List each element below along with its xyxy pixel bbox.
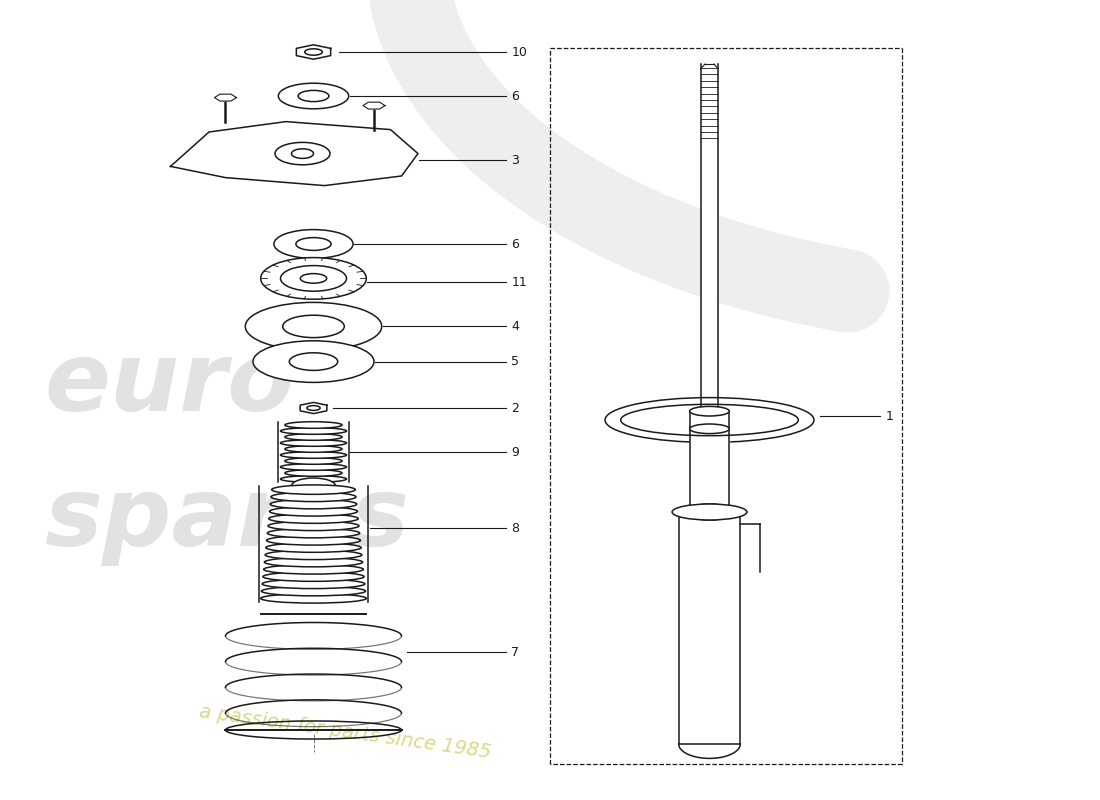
Polygon shape: [300, 402, 327, 414]
Text: 6: 6: [512, 90, 519, 102]
Text: 5: 5: [512, 355, 519, 368]
Ellipse shape: [307, 406, 320, 410]
Ellipse shape: [280, 266, 346, 291]
Ellipse shape: [280, 452, 346, 458]
Text: euro: euro: [44, 338, 294, 430]
Ellipse shape: [280, 464, 346, 470]
Ellipse shape: [262, 579, 365, 589]
Ellipse shape: [271, 492, 356, 502]
Ellipse shape: [285, 446, 342, 452]
Text: 7: 7: [512, 646, 519, 658]
Ellipse shape: [265, 550, 362, 559]
Ellipse shape: [268, 521, 359, 530]
Text: 9: 9: [512, 446, 519, 458]
Ellipse shape: [285, 458, 342, 464]
Polygon shape: [363, 102, 385, 109]
Text: 8: 8: [512, 522, 519, 534]
Ellipse shape: [261, 258, 366, 299]
Ellipse shape: [285, 422, 342, 428]
Ellipse shape: [280, 428, 346, 434]
Ellipse shape: [264, 558, 363, 567]
Ellipse shape: [685, 504, 734, 520]
Polygon shape: [296, 45, 331, 59]
Text: 3: 3: [512, 154, 519, 166]
Ellipse shape: [253, 341, 374, 382]
Ellipse shape: [272, 485, 355, 494]
Ellipse shape: [270, 506, 358, 516]
Ellipse shape: [262, 586, 365, 596]
Ellipse shape: [690, 424, 729, 434]
Ellipse shape: [274, 230, 353, 258]
Ellipse shape: [283, 315, 344, 338]
Ellipse shape: [605, 398, 814, 442]
Ellipse shape: [296, 238, 331, 250]
Ellipse shape: [292, 149, 313, 158]
Ellipse shape: [261, 594, 366, 603]
Polygon shape: [214, 94, 236, 101]
Ellipse shape: [289, 353, 338, 370]
Text: spares: spares: [44, 474, 409, 566]
Text: 10: 10: [512, 46, 527, 58]
Text: 2: 2: [512, 402, 519, 414]
Ellipse shape: [266, 543, 361, 552]
Ellipse shape: [245, 302, 382, 350]
Ellipse shape: [300, 274, 327, 283]
Ellipse shape: [690, 406, 729, 416]
Ellipse shape: [268, 514, 359, 523]
Ellipse shape: [280, 440, 346, 446]
Text: 6: 6: [512, 238, 519, 250]
Polygon shape: [679, 744, 740, 758]
Text: a passion for parts since 1985: a passion for parts since 1985: [198, 702, 493, 762]
Ellipse shape: [285, 434, 342, 440]
Text: 11: 11: [512, 276, 527, 289]
Ellipse shape: [271, 499, 356, 509]
Ellipse shape: [264, 565, 363, 574]
Ellipse shape: [280, 476, 346, 482]
Ellipse shape: [267, 529, 360, 538]
Ellipse shape: [305, 49, 322, 55]
Ellipse shape: [275, 142, 330, 165]
Ellipse shape: [672, 504, 747, 520]
Ellipse shape: [285, 470, 342, 476]
Ellipse shape: [266, 536, 361, 545]
Text: 1: 1: [886, 410, 893, 422]
Ellipse shape: [298, 90, 329, 102]
Text: 4: 4: [512, 320, 519, 333]
Polygon shape: [170, 122, 418, 186]
Ellipse shape: [278, 83, 349, 109]
Ellipse shape: [263, 572, 364, 582]
Ellipse shape: [292, 478, 336, 494]
